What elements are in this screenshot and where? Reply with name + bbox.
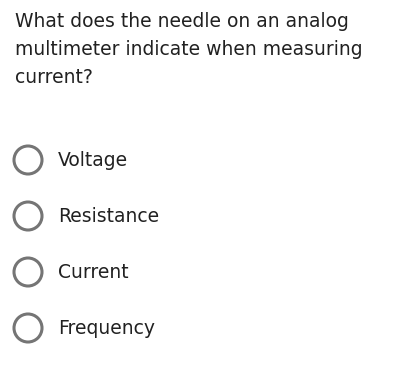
Text: Resistance: Resistance xyxy=(58,207,159,226)
Text: Voltage: Voltage xyxy=(58,150,128,169)
Text: current?: current? xyxy=(15,68,93,87)
Text: multimeter indicate when measuring: multimeter indicate when measuring xyxy=(15,40,363,59)
Text: Frequency: Frequency xyxy=(58,319,155,338)
Text: Current: Current xyxy=(58,263,128,282)
Text: What does the needle on an analog: What does the needle on an analog xyxy=(15,12,349,31)
